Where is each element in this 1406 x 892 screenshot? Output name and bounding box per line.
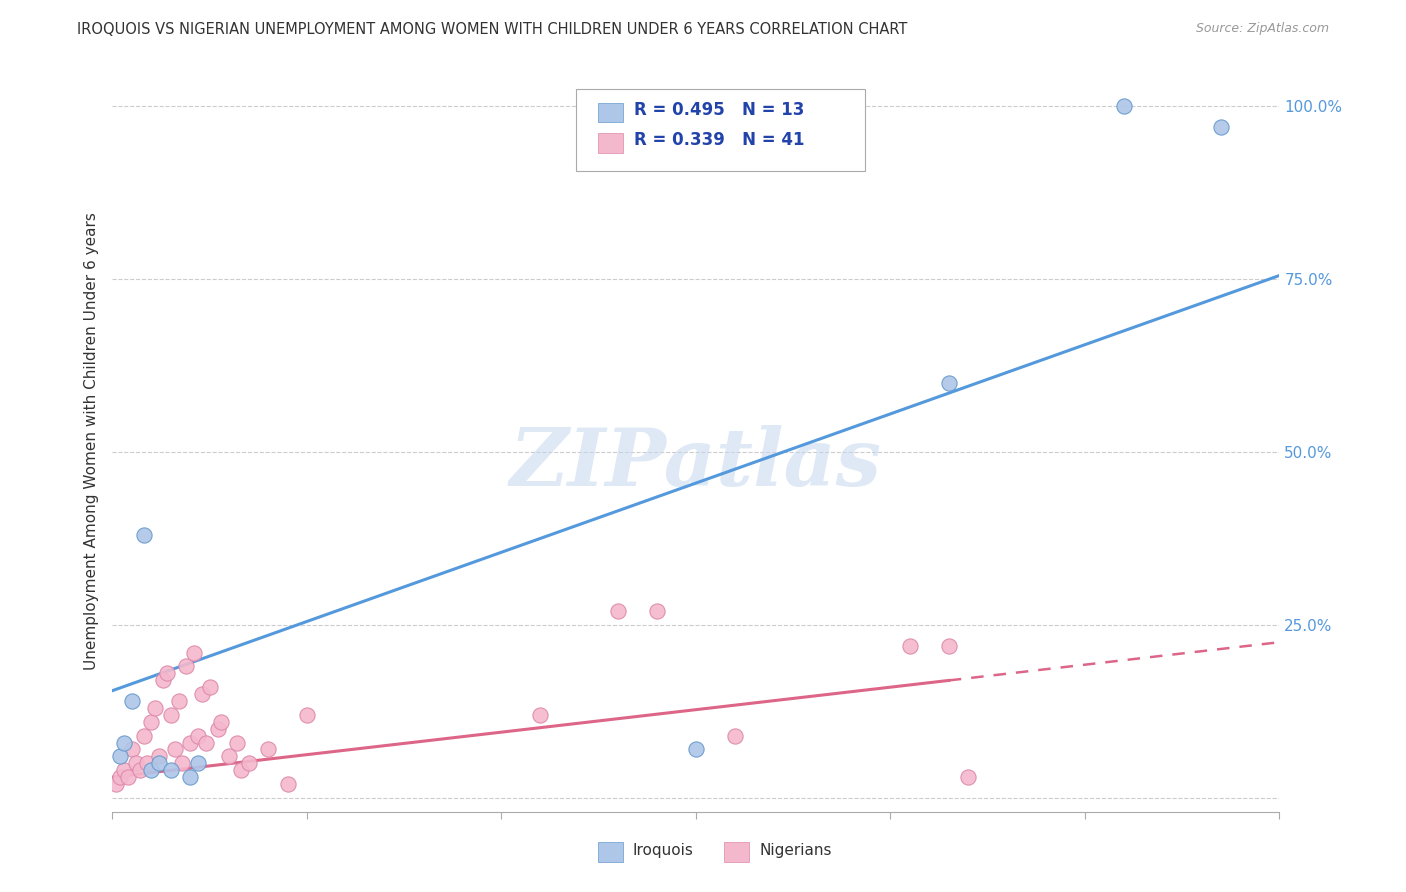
Point xyxy=(898,639,921,653)
Point xyxy=(226,735,249,749)
Point xyxy=(110,749,132,764)
Point xyxy=(132,729,155,743)
Point xyxy=(128,763,150,777)
Point xyxy=(295,707,318,722)
Point xyxy=(152,673,174,688)
Point xyxy=(156,666,179,681)
Point xyxy=(112,763,135,777)
Point xyxy=(141,714,163,729)
Point xyxy=(238,756,260,771)
Point xyxy=(121,742,143,756)
Point xyxy=(163,742,186,756)
Point xyxy=(132,528,155,542)
Point xyxy=(187,756,209,771)
Point xyxy=(167,694,190,708)
Point xyxy=(136,756,159,771)
Point xyxy=(229,763,252,777)
Point xyxy=(191,687,214,701)
Point xyxy=(207,722,229,736)
Point xyxy=(121,694,143,708)
Point xyxy=(194,735,217,749)
Y-axis label: Unemployment Among Women with Children Under 6 years: Unemployment Among Women with Children U… xyxy=(83,212,98,671)
Point xyxy=(176,659,198,673)
Point xyxy=(938,639,960,653)
Text: Nigerians: Nigerians xyxy=(759,844,832,858)
Point xyxy=(645,604,668,618)
Point xyxy=(198,680,221,694)
Point xyxy=(143,701,166,715)
Text: Iroquois: Iroquois xyxy=(633,844,693,858)
Point xyxy=(607,604,630,618)
Point xyxy=(724,729,747,743)
Text: Source: ZipAtlas.com: Source: ZipAtlas.com xyxy=(1195,22,1329,36)
Point xyxy=(112,735,135,749)
Text: R = 0.495   N = 13: R = 0.495 N = 13 xyxy=(634,101,804,119)
Point xyxy=(218,749,240,764)
Point xyxy=(938,376,960,390)
Point xyxy=(209,714,232,729)
Point xyxy=(110,770,132,784)
Text: ZIPatlas: ZIPatlas xyxy=(510,425,882,502)
Point xyxy=(183,646,205,660)
Point xyxy=(160,707,183,722)
Point xyxy=(117,770,139,784)
Point xyxy=(957,770,980,784)
Text: R = 0.339   N = 41: R = 0.339 N = 41 xyxy=(634,131,804,149)
Point xyxy=(148,756,170,771)
Point xyxy=(141,763,163,777)
Point xyxy=(172,756,194,771)
Point xyxy=(257,742,280,756)
Point xyxy=(179,770,201,784)
Point xyxy=(187,729,209,743)
Point xyxy=(1112,99,1135,113)
Point xyxy=(125,756,148,771)
Point xyxy=(685,742,707,756)
Text: IROQUOIS VS NIGERIAN UNEMPLOYMENT AMONG WOMEN WITH CHILDREN UNDER 6 YEARS CORREL: IROQUOIS VS NIGERIAN UNEMPLOYMENT AMONG … xyxy=(77,22,908,37)
Point xyxy=(529,707,551,722)
Point xyxy=(160,763,183,777)
Point xyxy=(105,777,128,791)
Point xyxy=(276,777,298,791)
Point xyxy=(148,749,170,764)
Point xyxy=(179,735,201,749)
Point xyxy=(1209,120,1232,134)
